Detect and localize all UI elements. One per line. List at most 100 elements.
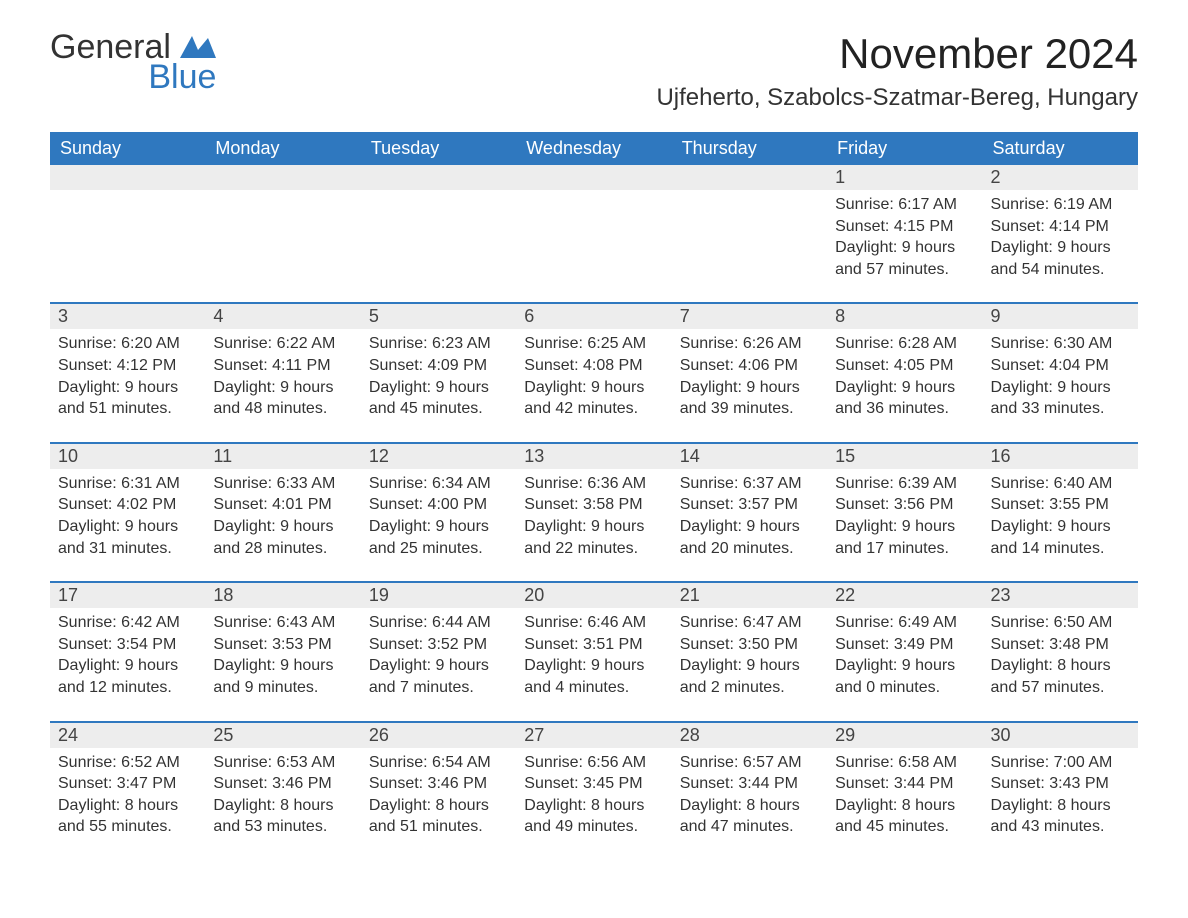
calendar-table: Sunday Monday Tuesday Wednesday Thursday…: [50, 132, 1138, 860]
day-details: Sunrise: 6:52 AMSunset: 3:47 PMDaylight:…: [58, 748, 197, 838]
day-number-row: 10111213141516: [50, 443, 1138, 469]
day-number-cell: 7: [672, 303, 827, 329]
d1-text: Daylight: 9 hours: [991, 516, 1130, 538]
day-content-cell: Sunrise: 6:43 AMSunset: 3:53 PMDaylight:…: [205, 608, 360, 721]
sunrise-text: Sunrise: 7:00 AM: [991, 752, 1130, 774]
day-content-cell: Sunrise: 6:50 AMSunset: 3:48 PMDaylight:…: [983, 608, 1138, 721]
day-details: Sunrise: 6:19 AMSunset: 4:14 PMDaylight:…: [991, 190, 1130, 280]
day-number-cell: [516, 165, 671, 190]
sunrise-text: Sunrise: 6:25 AM: [524, 333, 663, 355]
day-content-cell: Sunrise: 6:42 AMSunset: 3:54 PMDaylight:…: [50, 608, 205, 721]
day-details: Sunrise: 6:47 AMSunset: 3:50 PMDaylight:…: [680, 608, 819, 698]
sunset-text: Sunset: 3:55 PM: [991, 494, 1130, 516]
day-details: Sunrise: 6:30 AMSunset: 4:04 PMDaylight:…: [991, 329, 1130, 419]
d1-text: Daylight: 8 hours: [213, 795, 352, 817]
day-content-cell: Sunrise: 6:36 AMSunset: 3:58 PMDaylight:…: [516, 469, 671, 582]
logo-text: General Blue: [50, 30, 216, 94]
d1-text: Daylight: 9 hours: [991, 377, 1130, 399]
day-details: Sunrise: 6:44 AMSunset: 3:52 PMDaylight:…: [369, 608, 508, 698]
sunrise-text: Sunrise: 6:42 AM: [58, 612, 197, 634]
day-number-cell: 16: [983, 443, 1138, 469]
logo: General Blue: [50, 30, 216, 94]
sunset-text: Sunset: 3:52 PM: [369, 634, 508, 656]
day-number-row: 12: [50, 165, 1138, 190]
day-details: Sunrise: 6:31 AMSunset: 4:02 PMDaylight:…: [58, 469, 197, 559]
sunset-text: Sunset: 3:46 PM: [369, 773, 508, 795]
day-number-cell: 5: [361, 303, 516, 329]
day-content-cell: Sunrise: 6:25 AMSunset: 4:08 PMDaylight:…: [516, 329, 671, 442]
sunset-text: Sunset: 4:04 PM: [991, 355, 1130, 377]
d2-text: and 4 minutes.: [524, 677, 663, 699]
day-details: Sunrise: 6:40 AMSunset: 3:55 PMDaylight:…: [991, 469, 1130, 559]
sunset-text: Sunset: 3:44 PM: [835, 773, 974, 795]
d1-text: Daylight: 8 hours: [991, 655, 1130, 677]
d1-text: Daylight: 9 hours: [835, 237, 974, 259]
day-content-cell: Sunrise: 6:30 AMSunset: 4:04 PMDaylight:…: [983, 329, 1138, 442]
d2-text: and 45 minutes.: [835, 816, 974, 838]
d1-text: Daylight: 9 hours: [524, 516, 663, 538]
day-details: Sunrise: 6:20 AMSunset: 4:12 PMDaylight:…: [58, 329, 197, 419]
sunset-text: Sunset: 4:11 PM: [213, 355, 352, 377]
day-number-cell: 6: [516, 303, 671, 329]
d1-text: Daylight: 8 hours: [524, 795, 663, 817]
d2-text: and 28 minutes.: [213, 538, 352, 560]
day-number-row: 3456789: [50, 303, 1138, 329]
day-details: Sunrise: 6:56 AMSunset: 3:45 PMDaylight:…: [524, 748, 663, 838]
d1-text: Daylight: 9 hours: [369, 516, 508, 538]
d1-text: Daylight: 9 hours: [524, 655, 663, 677]
day-details: Sunrise: 6:26 AMSunset: 4:06 PMDaylight:…: [680, 329, 819, 419]
day-details: Sunrise: 6:22 AMSunset: 4:11 PMDaylight:…: [213, 329, 352, 419]
day-number-cell: 24: [50, 722, 205, 748]
day-content-cell: Sunrise: 6:53 AMSunset: 3:46 PMDaylight:…: [205, 748, 360, 860]
d1-text: Daylight: 8 hours: [680, 795, 819, 817]
d2-text: and 45 minutes.: [369, 398, 508, 420]
sunrise-text: Sunrise: 6:23 AM: [369, 333, 508, 355]
sunrise-text: Sunrise: 6:22 AM: [213, 333, 352, 355]
d1-text: Daylight: 9 hours: [58, 655, 197, 677]
sunset-text: Sunset: 4:12 PM: [58, 355, 197, 377]
d2-text: and 20 minutes.: [680, 538, 819, 560]
sunset-text: Sunset: 3:45 PM: [524, 773, 663, 795]
flag-icon: [180, 34, 216, 58]
day-content-cell: Sunrise: 6:37 AMSunset: 3:57 PMDaylight:…: [672, 469, 827, 582]
weekday-header-row: Sunday Monday Tuesday Wednesday Thursday…: [50, 132, 1138, 165]
sunrise-text: Sunrise: 6:30 AM: [991, 333, 1130, 355]
sunrise-text: Sunrise: 6:44 AM: [369, 612, 508, 634]
day-details: Sunrise: 6:23 AMSunset: 4:09 PMDaylight:…: [369, 329, 508, 419]
sunrise-text: Sunrise: 6:57 AM: [680, 752, 819, 774]
day-number-cell: 28: [672, 722, 827, 748]
day-content-cell: [516, 190, 671, 303]
sunrise-text: Sunrise: 6:26 AM: [680, 333, 819, 355]
sunset-text: Sunset: 3:50 PM: [680, 634, 819, 656]
day-content-cell: Sunrise: 6:33 AMSunset: 4:01 PMDaylight:…: [205, 469, 360, 582]
day-number-cell: 22: [827, 582, 982, 608]
day-number-cell: 20: [516, 582, 671, 608]
day-number-row: 17181920212223: [50, 582, 1138, 608]
day-number-row: 24252627282930: [50, 722, 1138, 748]
day-content-cell: Sunrise: 6:49 AMSunset: 3:49 PMDaylight:…: [827, 608, 982, 721]
d1-text: Daylight: 9 hours: [680, 377, 819, 399]
day-content-cell: Sunrise: 6:56 AMSunset: 3:45 PMDaylight:…: [516, 748, 671, 860]
sunset-text: Sunset: 3:53 PM: [213, 634, 352, 656]
day-content-cell: Sunrise: 6:22 AMSunset: 4:11 PMDaylight:…: [205, 329, 360, 442]
sunrise-text: Sunrise: 6:56 AM: [524, 752, 663, 774]
day-number-cell: 25: [205, 722, 360, 748]
day-number-cell: [361, 165, 516, 190]
month-title: November 2024: [656, 30, 1138, 78]
day-details: Sunrise: 6:49 AMSunset: 3:49 PMDaylight:…: [835, 608, 974, 698]
sunset-text: Sunset: 4:09 PM: [369, 355, 508, 377]
sunrise-text: Sunrise: 6:33 AM: [213, 473, 352, 495]
day-content-cell: Sunrise: 6:19 AMSunset: 4:14 PMDaylight:…: [983, 190, 1138, 303]
sunset-text: Sunset: 3:51 PM: [524, 634, 663, 656]
day-details: Sunrise: 6:54 AMSunset: 3:46 PMDaylight:…: [369, 748, 508, 838]
day-details: Sunrise: 6:37 AMSunset: 3:57 PMDaylight:…: [680, 469, 819, 559]
d2-text: and 51 minutes.: [369, 816, 508, 838]
sunrise-text: Sunrise: 6:52 AM: [58, 752, 197, 774]
day-content-cell: [672, 190, 827, 303]
day-number-cell: 14: [672, 443, 827, 469]
day-content-cell: [205, 190, 360, 303]
d1-text: Daylight: 9 hours: [369, 655, 508, 677]
day-content-cell: [361, 190, 516, 303]
sunrise-text: Sunrise: 6:19 AM: [991, 194, 1130, 216]
d1-text: Daylight: 8 hours: [369, 795, 508, 817]
